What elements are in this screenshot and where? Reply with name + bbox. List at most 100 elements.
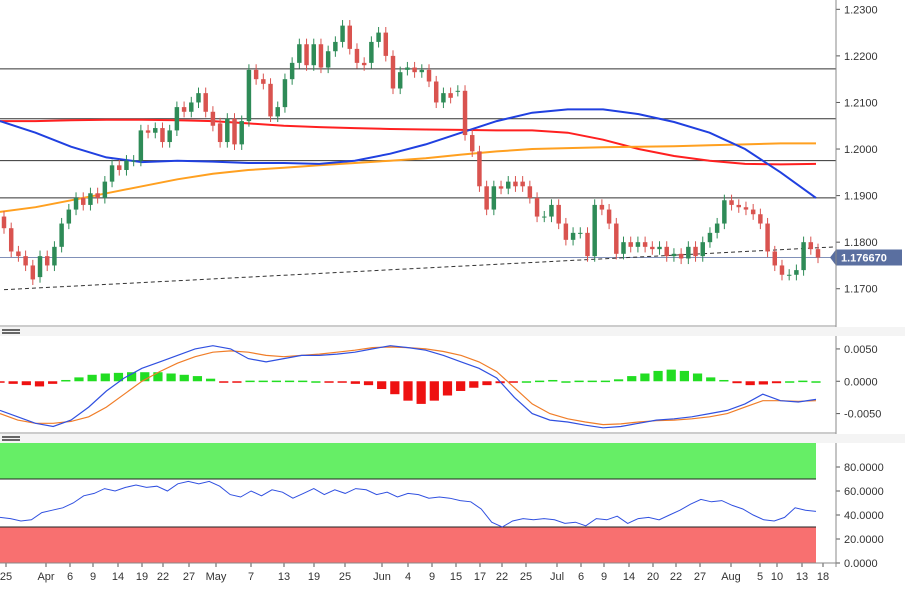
current-price-badge xyxy=(830,249,902,266)
moving-average-1 xyxy=(0,142,816,213)
candle xyxy=(160,122,165,148)
candle xyxy=(131,155,136,167)
candle xyxy=(714,217,720,239)
x-tick-label: 15 xyxy=(450,571,462,583)
candle xyxy=(585,227,590,262)
candle-body xyxy=(66,209,72,224)
candle-body xyxy=(714,223,720,233)
candle-body xyxy=(203,93,208,112)
candle-body xyxy=(693,246,698,257)
candle xyxy=(138,124,144,167)
candle xyxy=(657,241,662,255)
x-tick-label: 4 xyxy=(405,571,411,583)
candle-body xyxy=(268,83,273,117)
candle xyxy=(361,57,367,71)
candle-body xyxy=(635,242,641,247)
x-tick-label: 13 xyxy=(278,571,290,583)
macd-histogram-bar xyxy=(640,373,650,382)
candle-body xyxy=(628,242,633,247)
candle-body xyxy=(246,69,252,122)
candle-body xyxy=(736,204,741,208)
candle xyxy=(239,115,244,150)
candle xyxy=(109,159,115,188)
candle xyxy=(73,192,79,216)
candle-body xyxy=(23,256,28,266)
macd-histogram-bar xyxy=(745,381,755,386)
candle-body xyxy=(534,197,540,217)
x-tick-label: Jul xyxy=(550,571,564,583)
candle-body xyxy=(196,93,201,103)
candle xyxy=(8,222,14,258)
axes-frame xyxy=(0,0,905,567)
candle-body xyxy=(340,25,345,42)
candle xyxy=(722,194,727,230)
x-tick-label: 22 xyxy=(157,571,169,583)
candle xyxy=(390,50,396,95)
candle-body xyxy=(232,118,237,145)
candle-body xyxy=(585,232,590,257)
separator-grip-1a xyxy=(2,329,20,331)
macd-histogram-bar xyxy=(179,374,189,382)
candle-body xyxy=(52,246,57,266)
candle xyxy=(30,259,36,286)
macd-histogram-bar xyxy=(403,381,413,401)
price-tick-label: 1.1900 xyxy=(844,191,878,203)
candle-body xyxy=(217,123,223,143)
x-tick-label: 9 xyxy=(429,571,435,583)
candle-body xyxy=(174,107,180,131)
candle-body xyxy=(657,246,662,250)
macd-tick-label: 0.0000 xyxy=(844,376,878,388)
candle-body xyxy=(765,223,770,252)
candle-body xyxy=(758,214,763,224)
x-tick-label: 17 xyxy=(474,571,486,583)
candle-body xyxy=(700,242,705,257)
candle xyxy=(23,250,28,272)
candle-body xyxy=(347,25,353,49)
candle xyxy=(549,199,554,223)
candle-body xyxy=(549,204,554,217)
candle xyxy=(253,64,259,85)
candle xyxy=(570,227,576,246)
rsi-tick-label: 40.0000 xyxy=(844,510,884,522)
candle xyxy=(563,217,569,246)
candle-body xyxy=(8,228,14,252)
macd-histogram-bar xyxy=(653,370,663,382)
macd-histogram-bar xyxy=(469,381,479,388)
candle-body xyxy=(95,193,100,198)
x-tick-label: 5 xyxy=(757,571,763,583)
candle-body xyxy=(81,197,86,205)
candle-body xyxy=(354,48,360,63)
macd-histogram-bar xyxy=(679,370,689,382)
candle xyxy=(282,73,288,113)
candle xyxy=(37,250,43,283)
candle-body xyxy=(527,186,533,198)
candle-body xyxy=(88,193,93,205)
macd-histogram-bar xyxy=(785,381,795,383)
candle-body xyxy=(289,62,295,80)
candle xyxy=(743,201,749,216)
macd-histogram-bar xyxy=(271,380,281,383)
candle xyxy=(412,61,417,78)
macd-histogram-bar xyxy=(587,380,597,383)
candle xyxy=(167,124,172,148)
candle xyxy=(469,129,475,157)
candle-body xyxy=(37,256,43,278)
candle xyxy=(736,199,741,213)
rsi-tick-label: 60.0000 xyxy=(844,486,884,498)
candle xyxy=(297,38,302,69)
macd-histogram-bar xyxy=(456,381,466,391)
candle-body xyxy=(433,81,439,103)
candle xyxy=(16,245,21,262)
separator-grip-2b xyxy=(2,439,20,441)
candle-body xyxy=(16,251,21,257)
candle xyxy=(405,61,410,76)
candle xyxy=(484,180,489,216)
candle xyxy=(693,241,698,262)
candle-body xyxy=(462,90,468,136)
rsi-line xyxy=(0,480,817,528)
candle-body xyxy=(318,44,324,68)
current-price-label: 1.176670 xyxy=(841,253,887,265)
macd-histogram-bar xyxy=(482,381,492,386)
macd-histogram-bar xyxy=(521,381,532,383)
panel-separator-2 xyxy=(0,434,905,443)
